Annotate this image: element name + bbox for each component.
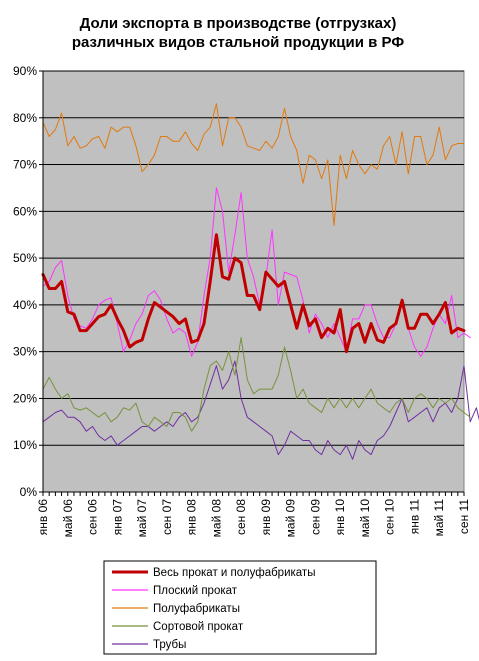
y-tick-label: 30% <box>13 345 37 359</box>
x-tick-label: янв 06 <box>36 499 50 536</box>
y-tick-label: 60% <box>13 204 37 218</box>
x-tick-label: май 06 <box>61 499 75 538</box>
legend-label-4: Трубы <box>153 639 186 651</box>
x-tick-label: янв 07 <box>110 499 124 536</box>
x-tick-label: сен 11 <box>457 499 471 534</box>
chart-title-line-1: Доли экспорта в производстве (отгрузках) <box>80 15 397 32</box>
plot-area <box>42 70 465 493</box>
x-tick-label: сен 10 <box>383 499 397 535</box>
y-tick-label: 80% <box>13 111 37 125</box>
x-tick-label: сен 09 <box>308 499 322 535</box>
series-line-4 <box>42 360 479 460</box>
x-tick-label: май 07 <box>135 499 149 538</box>
chart-title-line-2: различных видов стальной продукции в РФ <box>72 34 404 51</box>
legend-label-1: Плоский прокат <box>153 585 238 597</box>
x-tick-label: сен 07 <box>160 499 174 535</box>
y-tick-label: 90% <box>13 64 37 78</box>
series-line-2 <box>42 103 465 226</box>
y-tick-label: 0% <box>20 485 38 499</box>
legend-label-3: Сортовой прокат <box>153 621 244 633</box>
y-tick-label: 20% <box>13 391 37 405</box>
axes <box>39 70 465 496</box>
series-line-0 <box>41 233 466 354</box>
x-tick-labels: янв 06 май 06 сен 06 янв 07 май 07 сен 07 янв … <box>36 499 471 538</box>
legend-label-2: Полуфабрикаты <box>153 603 240 615</box>
x-tick-label: май 08 <box>209 499 223 538</box>
x-tick-label: янв 08 <box>185 499 199 536</box>
x-tick-label: янв 09 <box>259 499 273 536</box>
series-lines <box>41 103 479 460</box>
legend: Весь прокат и полуфабрикаты Плоский прока… <box>103 560 377 655</box>
y-tick-labels: 0% 10% 20% 30% 40% 50% 60% 70% 80% 90% <box>13 64 37 499</box>
x-tick-label: май 11 <box>432 499 446 537</box>
series-line-3 <box>42 337 471 432</box>
x-tick-label: янв 11 <box>407 499 421 535</box>
legend-label-0: Весь прокат и полуфабрикаты <box>153 567 315 579</box>
y-tick-label: 40% <box>13 298 37 312</box>
x-tick-label: май 09 <box>284 499 298 538</box>
legend-box <box>103 560 377 655</box>
y-tick-label: 70% <box>13 158 37 172</box>
y-tick-label: 10% <box>13 438 37 452</box>
x-tick-label: сен 06 <box>86 499 100 535</box>
x-tick-label: сен 08 <box>234 499 248 535</box>
x-tick-label: янв 10 <box>333 499 347 536</box>
y-tick-label: 50% <box>13 251 37 265</box>
x-tick-label: май 10 <box>358 499 372 538</box>
